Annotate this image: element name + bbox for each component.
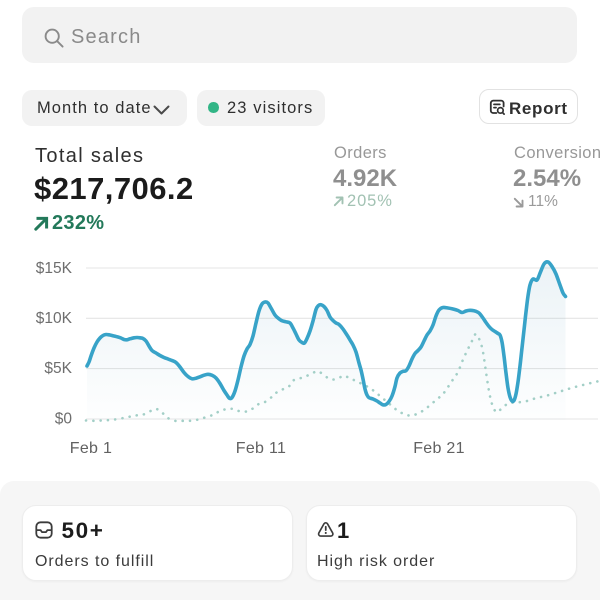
svg-text:$10K: $10K — [36, 310, 73, 327]
svg-text:$5K: $5K — [44, 360, 72, 377]
svg-text:$0: $0 — [55, 411, 73, 428]
svg-text:Feb 1: Feb 1 — [70, 440, 112, 457]
svg-text:$15K: $15K — [36, 260, 73, 277]
svg-text:Feb 21: Feb 21 — [413, 440, 465, 457]
svg-text:Feb 11: Feb 11 — [236, 440, 286, 457]
